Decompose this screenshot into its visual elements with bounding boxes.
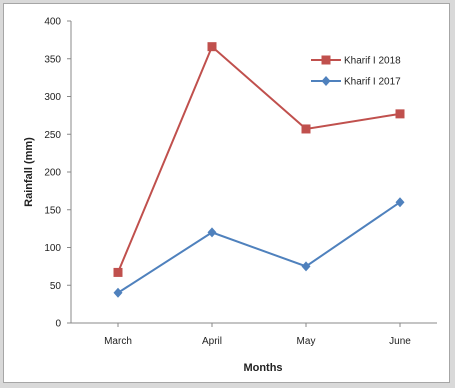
legend-label: Kharif I 2018 <box>344 56 401 67</box>
legend-marker <box>321 55 331 65</box>
chart-frame <box>3 3 450 383</box>
x-axis-ticks: March April May June <box>104 323 411 347</box>
data-point <box>113 287 123 298</box>
data-point <box>395 109 405 119</box>
data-point <box>113 267 123 277</box>
data-point <box>301 124 311 134</box>
y-axis-title: Rainfall (mm) <box>23 137 35 207</box>
x-tick-label: May <box>297 336 316 347</box>
y-tick-label: 350 <box>44 54 61 65</box>
y-axis-ticks: 0 50 100 150 200 250 300 350 400 <box>44 17 71 330</box>
data-point <box>207 227 217 238</box>
data-point <box>395 197 405 208</box>
series-line <box>117 201 401 294</box>
y-tick-label: 0 <box>55 319 61 330</box>
y-tick-label: 50 <box>50 281 62 292</box>
series-kharif-2018 <box>113 42 405 277</box>
series-kharif-2017 <box>113 197 405 298</box>
y-tick-label: 150 <box>44 205 61 216</box>
series-line <box>117 45 401 273</box>
x-tick-label: March <box>104 336 132 347</box>
x-tick-label: April <box>202 336 222 347</box>
y-tick-label: 100 <box>44 243 61 254</box>
legend-item: Kharif I 2017 <box>311 76 401 88</box>
legend-item: Kharif I 2018 <box>311 55 401 67</box>
legend: Kharif I 2018 Kharif I 2017 <box>311 55 401 88</box>
x-tick-label: June <box>389 336 411 347</box>
series-layer <box>113 42 405 298</box>
y-tick-label: 200 <box>44 168 61 179</box>
y-tick-label: 400 <box>44 17 61 28</box>
y-tick-label: 250 <box>44 130 61 141</box>
x-axis-title: Months <box>243 362 282 374</box>
y-tick-label: 300 <box>44 92 61 103</box>
data-point <box>207 42 217 52</box>
data-point <box>301 261 311 272</box>
legend-label: Kharif I 2017 <box>344 77 401 88</box>
legend-marker <box>321 76 331 86</box>
